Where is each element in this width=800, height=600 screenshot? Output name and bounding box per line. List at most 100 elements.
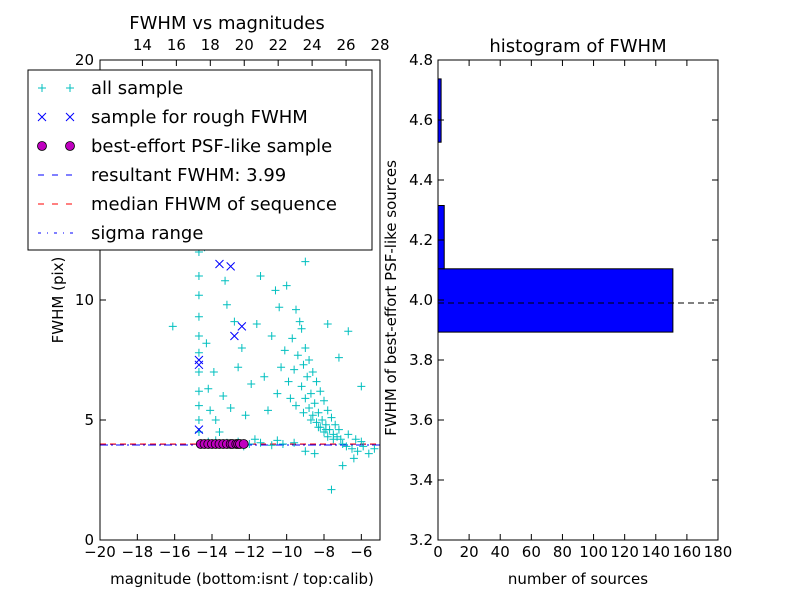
point-s0-62 [334, 425, 343, 434]
point-s0-57 [316, 387, 325, 396]
histogram-x-tick-label-9: 180 [704, 543, 733, 561]
point-s0-102 [370, 444, 379, 453]
legend-marker-b-0 [66, 84, 74, 92]
point-s0-17 [211, 416, 220, 424]
scatter-legend: all sample sample for rough FWHM best-effo… [27, 69, 373, 251]
point-s0-34 [273, 389, 282, 398]
point-s0-106 [327, 485, 336, 494]
histogram-x-tick-label-3: 60 [522, 543, 541, 561]
point-s1-6 [237, 322, 247, 331]
legend-marker-b-1 [65, 112, 75, 122]
point-s0-21 [222, 300, 231, 309]
point-s0-7 [194, 368, 203, 376]
point-s0-100 [359, 442, 368, 451]
point-s0-42 [357, 382, 366, 391]
scatter-x-top-ticks: 14 16 18 20 22 24 26 28 [133, 36, 390, 66]
point-s0-10 [194, 416, 203, 424]
point-s0-99 [353, 447, 362, 456]
point-s0-87 [280, 346, 289, 355]
scatter-y-tick-label-1: 5 [84, 411, 94, 429]
point-s0-74 [336, 435, 345, 444]
histogram-y-tick-label-4: 4.0 [409, 291, 433, 309]
histogram-title: histogram of FWHM [489, 36, 666, 57]
histogram-x-tick-label-7: 140 [641, 543, 670, 561]
histogram-x-tick-label-8: 160 [673, 543, 702, 561]
histogram-x-label: number of sources [508, 570, 648, 588]
point-s0-20 [221, 276, 230, 285]
point-s0-30 [260, 372, 269, 381]
legend-label-4: median FHWM of sequence [91, 194, 337, 215]
point-s0-104 [351, 435, 360, 444]
point-s0-80 [301, 394, 310, 403]
point-s0-14 [204, 384, 213, 393]
point-s0-119 [290, 438, 299, 447]
point-s0-93 [314, 423, 323, 432]
point-s0-95 [329, 435, 338, 444]
point-s0-26 [241, 411, 250, 420]
point-s0-88 [277, 363, 286, 372]
point-s0-16 [209, 368, 218, 376]
point-s0-23 [230, 317, 239, 326]
point-s0-121 [273, 436, 282, 445]
point-s0-47 [301, 257, 310, 266]
histogram-y-tick-label-5: 4.2 [409, 231, 433, 249]
point-s0-35 [168, 322, 177, 331]
point-s0-18 [215, 428, 224, 436]
point-s0-64 [299, 360, 308, 369]
legend-label-3: resultant FWHM: 3.99 [91, 165, 286, 186]
point-s1-1 [194, 360, 204, 370]
scatter-points [168, 72, 379, 494]
scatter-x-tick-label-4: −12 [234, 543, 266, 561]
legend-box [27, 69, 373, 251]
point-s0-118 [278, 440, 287, 448]
scatter-x-ticks: −20 −18 −16 −14 −12 −10 −8 −6 [84, 534, 372, 561]
histogram-x-tick-label-4: 80 [553, 543, 572, 561]
point-s0-15 [206, 406, 215, 415]
histogram-y-label: FWHM of best-effort PSF-like sources [382, 160, 400, 436]
point-s0-19 [219, 392, 228, 400]
scatter-x-top-tick-label-4: 22 [269, 36, 288, 54]
point-s1-2 [194, 425, 204, 434]
histogram-y-tick-label-1: 3.4 [409, 471, 433, 489]
point-s1-4 [226, 262, 236, 271]
point-s0-86 [323, 432, 332, 441]
scatter-x-tick-label-7: −6 [350, 543, 372, 561]
scatter-x-label: magnitude (bottom:isnt / top:calib) [110, 570, 374, 588]
point-s0-5 [194, 332, 203, 340]
point-s0-91 [299, 408, 308, 417]
histogram-y-ticks: 3.2 3.4 3.6 3.8 4.0 4.2 4.4 4.6 4.8 [409, 51, 718, 549]
histogram-panel: 0 20 40 60 80 100 120 140 160 180 3.2 3.4 3.6 3.8 4.0… [382, 36, 732, 588]
point-s0-43 [344, 327, 353, 336]
legend-label-2: best-effort PSF-like sample [91, 136, 332, 157]
point-s0-68 [314, 408, 323, 417]
point-s0-31 [264, 406, 272, 415]
point-s0-90 [292, 401, 300, 410]
scatter-x-top-tick-label-3: 20 [235, 36, 254, 54]
legend-marker-a-2 [37, 141, 47, 151]
scatter-x-top-tick-label-7: 28 [370, 36, 389, 54]
scatter-x-top-tick-label-5: 24 [303, 36, 322, 54]
point-s1-3 [215, 259, 224, 269]
point-s0-50 [282, 281, 291, 290]
legend-label-1: sample for rough FWHM [91, 107, 308, 128]
point-s0-110 [301, 447, 310, 456]
histogram-x-ticks: 0 20 40 60 80 100 120 140 160 180 [433, 60, 732, 561]
scatter-panel: −20 −18 −16 −14 −12 −10 −8 −6 14 16 18 20 22 24 26 28 … [27, 13, 390, 588]
scatter-x-tick-label-5: −10 [271, 543, 303, 561]
point-s0-13 [202, 339, 211, 348]
point-s0-116 [256, 438, 265, 447]
point-s0-32 [267, 332, 276, 340]
point-s0-3 [194, 291, 203, 300]
point-s0-76 [293, 351, 302, 360]
point-s0-79 [297, 382, 306, 391]
point-s0-22 [226, 404, 235, 412]
histogram-x-tick-label-2: 40 [491, 543, 510, 561]
point-s0-33 [271, 286, 280, 295]
point-s0-78 [284, 377, 293, 386]
point-s0-82 [308, 411, 317, 420]
legend-label-5: sigma range [91, 223, 203, 244]
legend-marker-a-0 [38, 84, 46, 92]
scatter-y-tick-label-0: 0 [84, 531, 94, 549]
point-s0-94 [321, 425, 330, 434]
